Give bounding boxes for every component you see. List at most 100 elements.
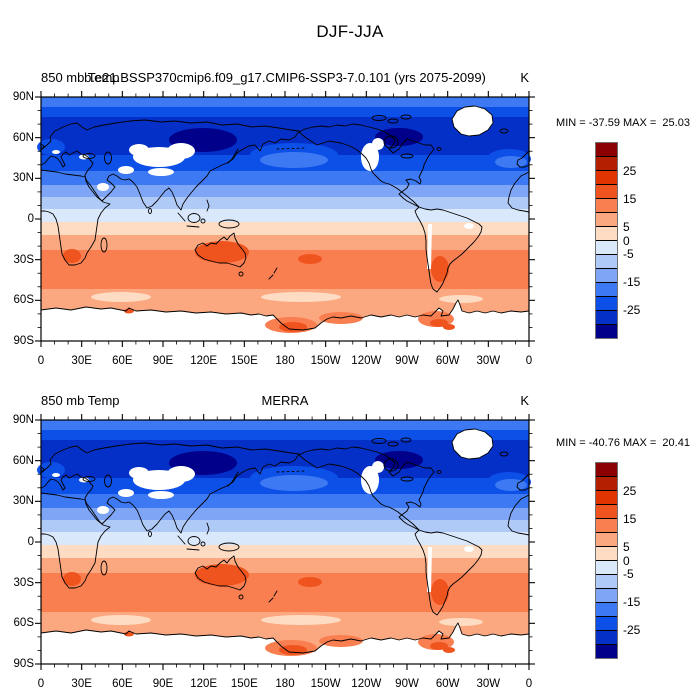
lat-tick-label: 90N: [12, 414, 34, 426]
colorbar-segment: [596, 504, 617, 518]
lon-tick-label: 90E: [152, 355, 174, 367]
colorbar-tick-label: -15: [623, 275, 641, 290]
colorbar-tick-label: 0: [623, 553, 630, 568]
panel2-lon-axis: 0 30E 60E 90E 120E 150E 180 150W 120W 90W 60W 30W 0: [38, 677, 532, 691]
colorbar-segment: [596, 240, 617, 254]
colorbar-tick-label: 5: [623, 219, 630, 234]
panel2-colorbar: 25 15 5 0 -5 -15 -25: [595, 462, 640, 659]
colorbar-segment: [596, 198, 617, 212]
colorbar-tick-label: 15: [623, 191, 637, 206]
panel2-right-title: K: [520, 393, 529, 408]
colorbar-tick-label: 25: [623, 163, 637, 178]
colorbar-segment: [596, 630, 617, 644]
lon-tick-label: 30W: [476, 678, 501, 690]
colorbar-segment: [596, 463, 617, 476]
colorbar-segment: [596, 170, 617, 184]
lon-tick-label: 60W: [435, 678, 460, 690]
lon-tick-label: 90W: [395, 355, 419, 367]
colorbar-segment: [596, 588, 617, 602]
panel1-center-title: b.e21.BSSP370cmip6.f09_g17.CMIP6-SSP3-7.…: [84, 70, 486, 85]
colorbar-segment: [596, 546, 617, 560]
panel1-left-title: 850 mb Temp: [41, 70, 120, 85]
lat-tick-label: 0: [27, 213, 34, 225]
colorbar-tick-label: -5: [623, 567, 634, 582]
colorbar-segment: [596, 490, 617, 504]
panel2-left-title: 850 mb Temp: [41, 393, 120, 408]
colorbar-segment: [596, 532, 617, 546]
panel1-lon-axis: 0 30E 60E 90E 120E 150E 180 150W 120W 90W 60W 30W 0: [38, 354, 532, 368]
lat-tick-label: 90N: [12, 91, 34, 103]
panel2-title-row: MERRA 850 mb Temp K: [0, 393, 700, 411]
lon-tick-label: 0: [525, 355, 533, 367]
lon-tick-label: 60E: [112, 355, 133, 367]
lon-tick-label: 90W: [395, 678, 419, 690]
colorbar-segment: [596, 282, 617, 296]
colorbar-segment: [596, 602, 617, 616]
panel1-colorbar: 25 15 5 0 -5 -15 -25: [595, 142, 640, 339]
colorbar-segment: [596, 616, 617, 630]
colorbar-segment: [596, 184, 617, 198]
colorbar-tick-label: 15: [623, 511, 637, 526]
lon-tick-label: 180: [275, 678, 295, 690]
lat-tick-label: 60N: [12, 131, 34, 144]
lat-tick-label: 30N: [12, 172, 34, 185]
lat-tick-label: 0: [27, 536, 34, 548]
lon-tick-label: 120W: [351, 678, 382, 690]
lon-tick-label: 90E: [152, 678, 174, 690]
panel1-right-title: K: [520, 70, 529, 85]
panel2-minmax: MIN = -40.76 MAX = 20.41: [556, 437, 690, 449]
lat-tick-label: 30S: [13, 253, 34, 266]
lon-tick-label: 150E: [230, 678, 258, 690]
colorbar-tick-label: -5: [623, 247, 634, 262]
colorbar-segment: [596, 644, 617, 658]
lon-tick-label: 120E: [190, 678, 218, 690]
panel1-minmax: MIN = -37.59 MAX = 25.03: [556, 117, 690, 129]
panel1-lat-axis: 90N 60N 30N 0 30S 60S 90S: [4, 91, 34, 347]
lon-tick-label: 0: [37, 355, 45, 367]
colorbar-segment: [596, 143, 617, 156]
lat-tick-label: 60N: [12, 454, 34, 467]
lon-tick-label: 150W: [310, 678, 341, 690]
colorbar-segment: [596, 324, 617, 338]
colorbar-segment: [596, 156, 617, 170]
lon-tick-label: 60W: [435, 355, 460, 367]
lon-tick-label: 30E: [71, 678, 92, 690]
lat-tick-label: 30N: [12, 495, 34, 508]
colorbar-tick-label: 0: [623, 233, 630, 248]
lon-tick-label: 60E: [112, 678, 133, 690]
colorbar-segment: [596, 574, 617, 588]
lat-tick-label: 30S: [13, 576, 34, 589]
figure-title: DJF-JJA: [316, 22, 384, 41]
colorbar-segment: [596, 518, 617, 532]
lat-tick-label: 60S: [13, 294, 34, 307]
colorbar-segment: [596, 310, 617, 324]
colorbar-segment: [596, 296, 617, 310]
colorbar-tick-label: -25: [623, 303, 641, 318]
colorbar-tick-label: -15: [623, 595, 641, 610]
lon-tick-label: 120E: [190, 355, 218, 367]
panel2-center-title: MERRA: [261, 393, 309, 408]
lat-tick-label: 90S: [13, 658, 34, 670]
colorbar-tick-label: 5: [623, 539, 630, 554]
lat-tick-label: 60S: [13, 617, 34, 630]
lat-tick-label: 90S: [13, 335, 34, 347]
colorbar-tick-label: -25: [623, 623, 641, 638]
lon-tick-label: 0: [525, 678, 533, 690]
panel2-lat-axis: 90N 60N 30N 0 30S 60S 90S: [4, 414, 34, 670]
map-cmip6: [34, 90, 536, 348]
lon-tick-label: 0: [37, 678, 45, 690]
colorbar-segment: [596, 212, 617, 226]
colorbar-segment: [596, 226, 617, 240]
colorbar-segment: [596, 560, 617, 574]
colorbar-segment: [596, 254, 617, 268]
panel1-title-row: b.e21.BSSP370cmip6.f09_g17.CMIP6-SSP3-7.…: [0, 70, 700, 88]
lon-tick-label: 30W: [476, 355, 501, 367]
lon-tick-label: 150E: [230, 355, 258, 367]
colorbar-tick-label: 25: [623, 483, 637, 498]
colorbar-segment: [596, 268, 617, 282]
lon-tick-label: 120W: [351, 355, 382, 367]
lon-tick-label: 30E: [71, 355, 92, 367]
lon-tick-label: 180: [275, 355, 295, 367]
lon-tick-label: 150W: [310, 355, 341, 367]
